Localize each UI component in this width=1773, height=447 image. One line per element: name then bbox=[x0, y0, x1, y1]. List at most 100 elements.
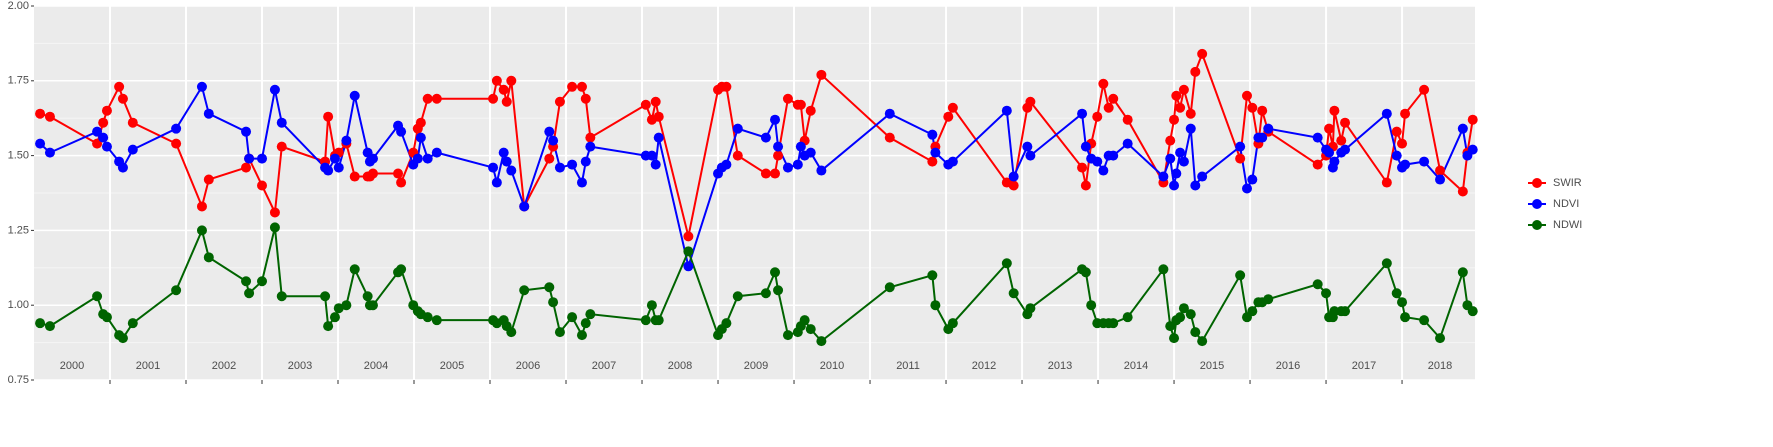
data-point bbox=[349, 90, 360, 101]
data-point bbox=[640, 99, 651, 110]
data-point bbox=[567, 81, 578, 92]
data-point bbox=[422, 312, 433, 323]
data-point bbox=[1312, 159, 1323, 170]
data-point bbox=[257, 180, 268, 191]
data-point bbox=[782, 93, 793, 104]
data-point bbox=[805, 147, 816, 158]
data-point bbox=[431, 315, 442, 326]
data-point bbox=[544, 153, 555, 164]
legend-label: NDWI bbox=[1553, 219, 1582, 231]
data-point bbox=[585, 309, 596, 320]
data-point bbox=[244, 153, 255, 164]
data-point bbox=[805, 105, 816, 116]
data-point bbox=[329, 312, 340, 323]
data-point bbox=[585, 141, 596, 152]
data-point bbox=[1235, 141, 1246, 152]
data-point bbox=[396, 264, 407, 275]
data-point bbox=[1001, 258, 1012, 269]
data-point bbox=[554, 327, 565, 338]
data-point bbox=[1122, 312, 1133, 323]
data-point bbox=[795, 99, 806, 110]
year-label: 2008 bbox=[668, 360, 692, 372]
data-point bbox=[276, 291, 287, 302]
data-point bbox=[1197, 171, 1208, 182]
data-point bbox=[127, 318, 138, 329]
data-point bbox=[412, 153, 423, 164]
data-point bbox=[930, 147, 941, 158]
data-point bbox=[1108, 93, 1119, 104]
data-point bbox=[323, 321, 334, 332]
data-point bbox=[171, 123, 182, 134]
data-point bbox=[721, 159, 732, 170]
data-point bbox=[1178, 84, 1189, 95]
data-point bbox=[203, 174, 214, 185]
data-point bbox=[241, 126, 252, 137]
data-point bbox=[498, 84, 509, 95]
data-point bbox=[1381, 258, 1392, 269]
data-point bbox=[44, 321, 55, 332]
data-point bbox=[1190, 180, 1201, 191]
data-point bbox=[943, 111, 954, 122]
data-point bbox=[44, 111, 55, 122]
data-point bbox=[333, 162, 344, 173]
y-tick-label: 1.25 bbox=[8, 224, 29, 236]
data-point bbox=[1190, 327, 1201, 338]
data-point bbox=[1025, 150, 1036, 161]
data-point bbox=[799, 315, 810, 326]
data-point bbox=[1340, 306, 1351, 317]
data-point bbox=[98, 132, 109, 143]
data-point bbox=[367, 300, 378, 311]
data-point bbox=[1025, 96, 1036, 107]
data-point bbox=[1336, 135, 1347, 146]
year-label: 2007 bbox=[592, 360, 616, 372]
data-point bbox=[269, 222, 280, 233]
legend-label: NDVI bbox=[1553, 198, 1579, 210]
data-point bbox=[1435, 165, 1446, 176]
data-point bbox=[732, 150, 743, 161]
year-label: 2011 bbox=[896, 360, 920, 372]
data-point bbox=[171, 138, 182, 149]
data-point bbox=[683, 246, 694, 257]
data-point bbox=[1419, 156, 1430, 167]
data-point bbox=[1158, 171, 1169, 182]
data-point bbox=[431, 93, 442, 104]
data-point bbox=[341, 135, 352, 146]
data-point bbox=[1169, 114, 1180, 125]
data-point bbox=[580, 156, 591, 167]
data-point bbox=[1340, 117, 1351, 128]
data-point bbox=[1247, 102, 1258, 113]
data-point bbox=[1171, 168, 1182, 179]
data-point bbox=[320, 291, 331, 302]
data-point bbox=[101, 312, 112, 323]
data-point bbox=[1190, 66, 1201, 77]
data-point bbox=[770, 267, 781, 278]
data-point bbox=[732, 291, 743, 302]
data-point bbox=[1175, 102, 1186, 113]
data-point bbox=[1080, 141, 1091, 152]
data-point bbox=[257, 153, 268, 164]
data-point bbox=[1008, 180, 1019, 191]
data-point bbox=[98, 117, 109, 128]
data-point bbox=[1235, 270, 1246, 281]
data-point bbox=[1178, 303, 1189, 314]
data-point bbox=[884, 108, 895, 119]
data-point bbox=[367, 153, 378, 164]
data-point bbox=[653, 315, 664, 326]
data-point bbox=[1077, 162, 1088, 173]
data-point bbox=[415, 117, 426, 128]
data-point bbox=[1122, 114, 1133, 125]
data-point bbox=[1092, 111, 1103, 122]
year-label: 2017 bbox=[1352, 360, 1376, 372]
data-point bbox=[341, 300, 352, 311]
year-label: 2004 bbox=[364, 360, 388, 372]
y-tick-label: 0.75 bbox=[8, 374, 29, 386]
data-point bbox=[1247, 306, 1258, 317]
data-point bbox=[506, 75, 517, 86]
data-point bbox=[329, 153, 340, 164]
data-point bbox=[1321, 288, 1332, 299]
data-point bbox=[770, 168, 781, 179]
data-point bbox=[92, 291, 103, 302]
data-point bbox=[501, 156, 512, 167]
year-label: 2015 bbox=[1200, 360, 1224, 372]
legend-key bbox=[1532, 220, 1542, 230]
